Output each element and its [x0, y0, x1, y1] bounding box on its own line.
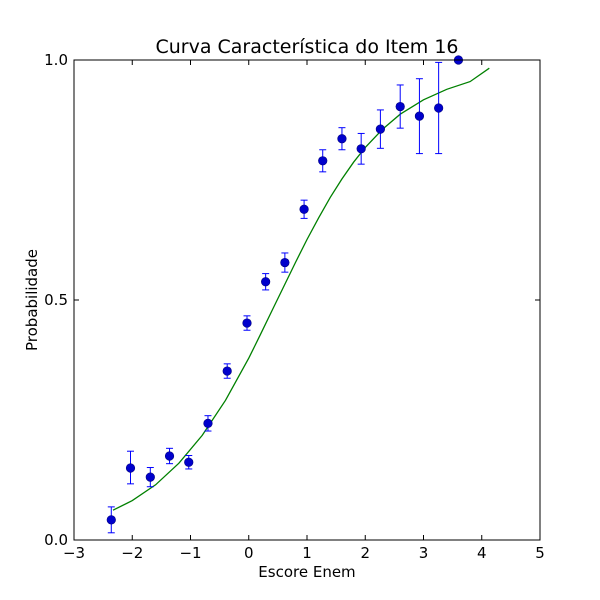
y-tick-label: 0.0 — [44, 531, 68, 549]
data-point — [375, 124, 385, 134]
x-tick-label: 1 — [302, 544, 312, 562]
x-tick-label: 0 — [244, 544, 254, 562]
data-point — [261, 277, 271, 287]
data-point — [106, 515, 116, 525]
data-points-group — [106, 55, 464, 534]
x-tick-label: −2 — [121, 544, 143, 562]
x-tick-label: 3 — [419, 544, 429, 562]
x-tick-label: 2 — [360, 544, 370, 562]
data-point — [164, 451, 175, 461]
data-point — [434, 103, 444, 113]
chart-title: Curva Característica do Item 16 — [155, 36, 458, 58]
y-tick-label: 1.0 — [44, 51, 68, 69]
fitted-curve-group — [112, 67, 490, 511]
data-point — [414, 111, 425, 121]
x-tick-label: −1 — [179, 544, 201, 562]
fitted-curve-line — [112, 67, 490, 511]
data-point — [356, 144, 366, 154]
y-tick-label: 0.5 — [44, 291, 68, 309]
data-point — [395, 101, 405, 112]
plot-frame — [73, 59, 541, 541]
data-point — [318, 156, 328, 166]
x-tick-label: 5 — [535, 544, 545, 562]
data-point — [299, 204, 309, 214]
data-point — [125, 463, 136, 473]
y-axis-label: Probabilidade — [23, 249, 41, 351]
data-point — [280, 257, 290, 268]
data-point — [242, 318, 252, 328]
x-tick-label: 4 — [477, 544, 487, 562]
data-point — [145, 472, 155, 482]
data-point — [184, 457, 194, 467]
data-point — [222, 366, 232, 376]
x-axis-label: Escore Enem — [258, 563, 355, 581]
data-point — [337, 134, 347, 144]
x-tick-label: −3 — [63, 544, 85, 562]
data-point — [203, 418, 213, 428]
